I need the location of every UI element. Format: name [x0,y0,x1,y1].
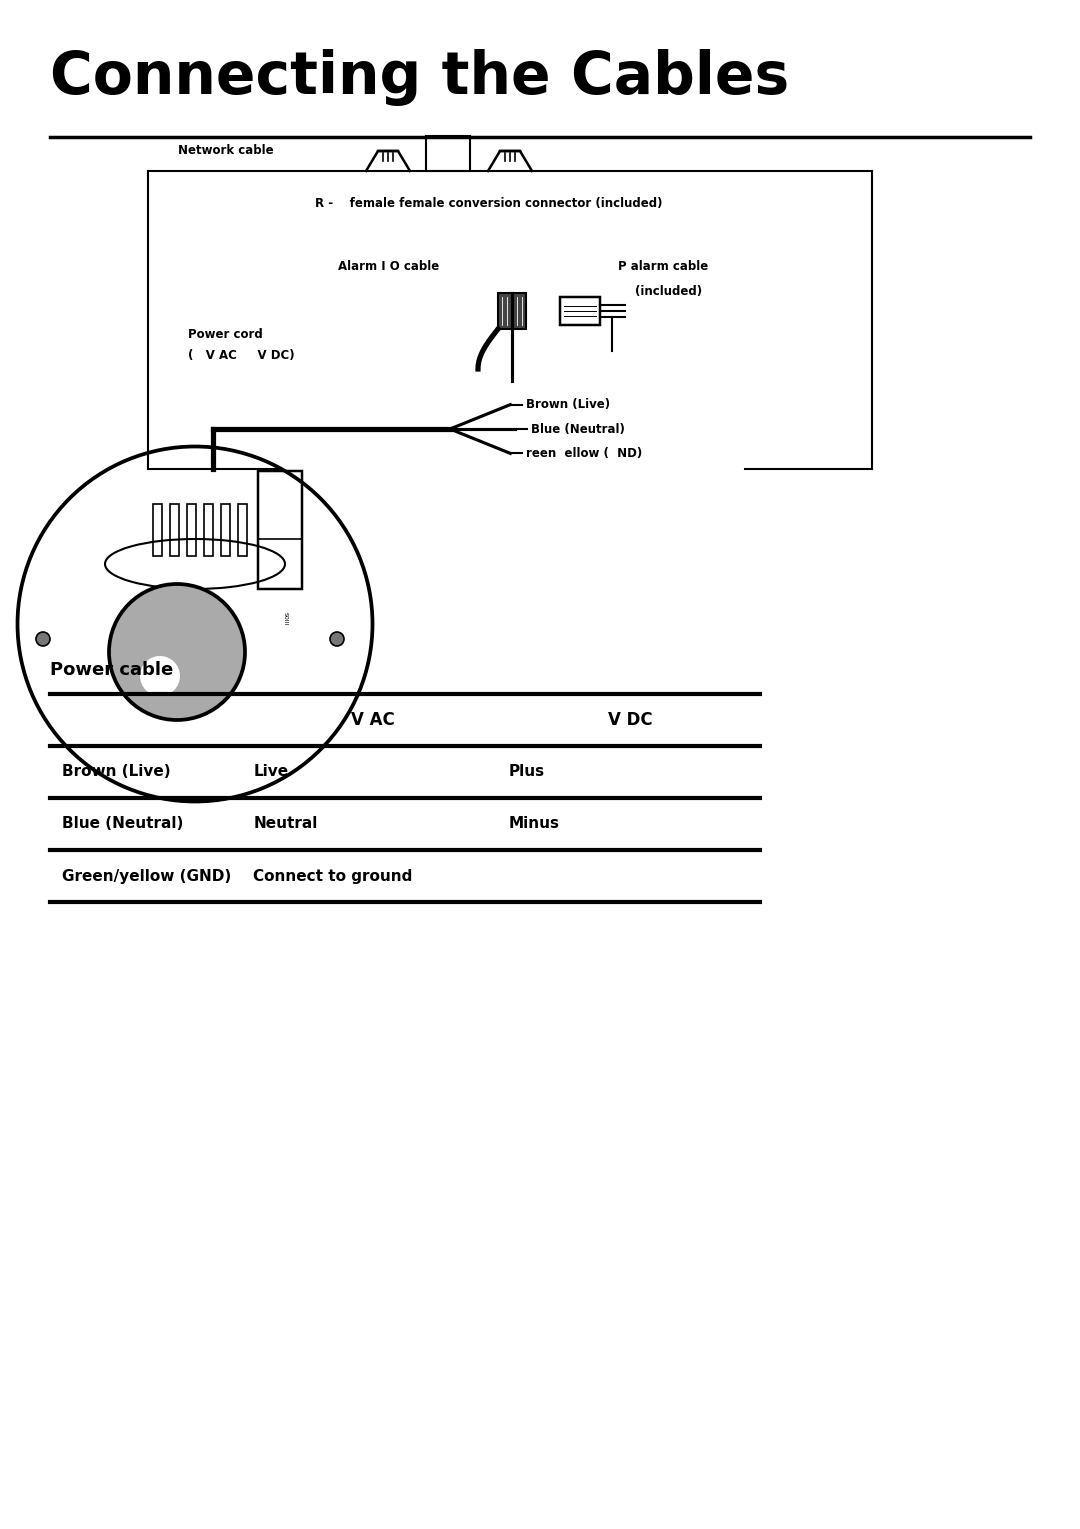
Text: Green/yellow (GND): Green/yellow (GND) [62,868,231,884]
Text: S0III: S0III [283,612,288,625]
Circle shape [36,631,50,645]
Text: Network cable: Network cable [178,144,273,157]
Circle shape [330,631,345,645]
Text: Minus: Minus [509,816,559,832]
Text: reen  ellow (  ND): reen ellow ( ND) [526,446,643,460]
Text: Power cord: Power cord [188,327,262,341]
Bar [221,505,230,557]
Text: P alarm cable: P alarm cable [618,260,708,274]
Text: Brown (Live): Brown (Live) [526,398,610,411]
Text: Power cable: Power cable [50,661,173,679]
Circle shape [140,656,180,696]
Bar [204,505,213,557]
Bar [238,505,247,557]
Bar [153,505,162,557]
Text: V AC: V AC [351,711,395,729]
Text: Blue (Neutral): Blue (Neutral) [62,816,184,832]
Text: Blue (Neutral): Blue (Neutral) [531,422,625,436]
Bar [170,505,179,557]
Text: (included): (included) [635,284,702,298]
Text: V DC: V DC [608,711,652,729]
Text: Connect to ground: Connect to ground [253,868,413,884]
Bar [187,505,195,557]
Bar [561,297,600,326]
Text: Neutral: Neutral [253,816,318,832]
Bar [498,294,526,329]
Bar [258,471,302,589]
Text: Connecting the Cables: Connecting the Cables [50,49,789,106]
Text: Alarm I O cable: Alarm I O cable [338,260,440,274]
Text: (   V AC     V DC): ( V AC V DC) [188,350,295,362]
Text: Plus: Plus [509,764,545,780]
Bar [426,136,470,171]
Text: R -    female female conversion connector (included): R - female female conversion connector (… [315,197,662,211]
Circle shape [109,584,245,720]
Text: Brown (Live): Brown (Live) [62,764,171,780]
Text: Live: Live [253,764,288,780]
